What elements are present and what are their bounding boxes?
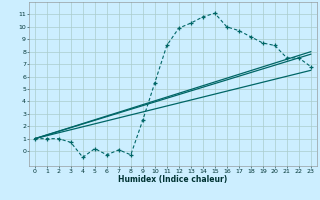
X-axis label: Humidex (Indice chaleur): Humidex (Indice chaleur) <box>118 175 228 184</box>
